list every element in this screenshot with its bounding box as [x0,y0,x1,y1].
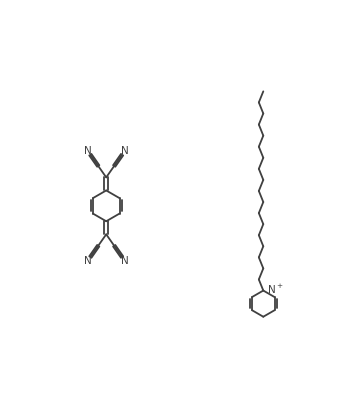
Text: N: N [121,256,129,266]
Text: N: N [121,146,129,156]
Text: N: N [84,146,92,156]
Text: N$^+$: N$^+$ [267,283,284,296]
Text: N: N [84,256,92,266]
